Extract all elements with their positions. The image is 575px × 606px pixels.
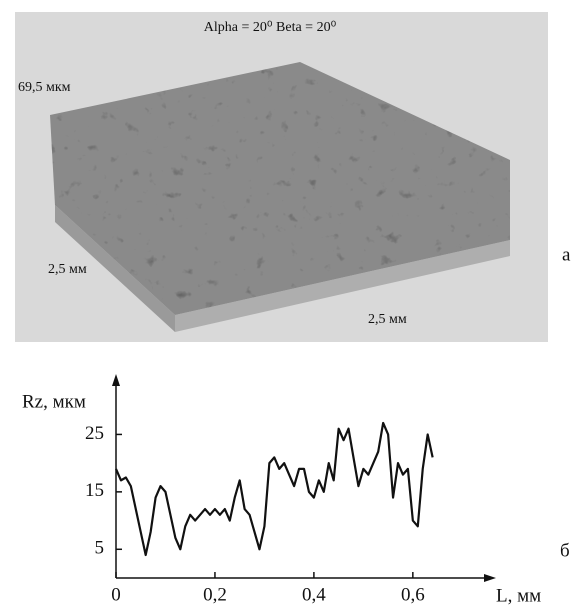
y-label: 2,5 мм	[48, 262, 87, 277]
surface-front-wall	[175, 240, 510, 332]
y-axis-label: Rz, мкм	[22, 391, 86, 412]
y-tick-label: 15	[85, 480, 104, 501]
surface-title: Alpha = 20⁰ Beta = 20⁰	[204, 20, 337, 35]
x-tick-label: 0	[111, 584, 121, 605]
x-arrow	[484, 574, 496, 582]
x-axis-label: L, мм	[496, 585, 541, 606]
y-arrow	[112, 374, 120, 386]
x-tick-label: 0,2	[203, 584, 227, 605]
panel-label: а	[562, 244, 571, 265]
surface-left-wall	[55, 205, 175, 332]
x-label: 2,5 мм	[368, 312, 407, 327]
x-tick-label: 0,4	[302, 584, 326, 605]
surface-texture	[50, 62, 510, 315]
panel-label: б	[560, 540, 570, 561]
x-tick-label: 0,6	[401, 584, 425, 605]
y-tick-label: 5	[95, 538, 105, 559]
data-line	[114, 421, 434, 557]
z-label: 69,5 мкм	[18, 80, 71, 95]
y-tick-label: 25	[85, 423, 104, 444]
